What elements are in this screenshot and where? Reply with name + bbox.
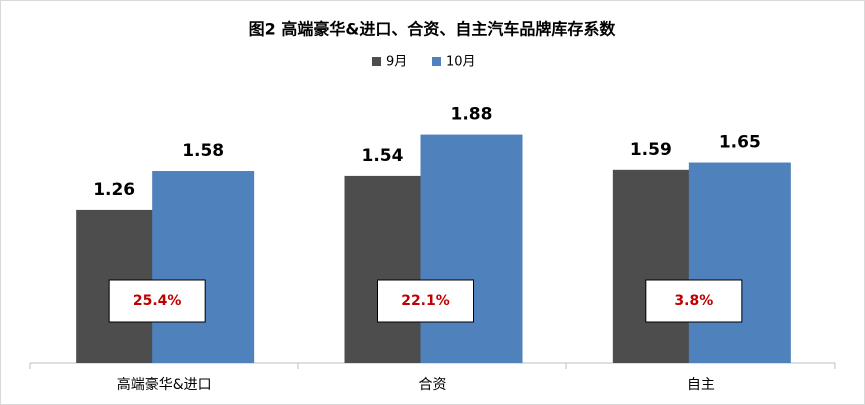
data-label: 1.58 — [182, 141, 224, 161]
annotation-box — [645, 279, 743, 323]
x-tick-label: 合资 — [419, 377, 447, 393]
annotation: 25.4% — [133, 293, 182, 309]
x-tick-label: 高端豪华&进口 — [117, 376, 212, 393]
data-label: 1.88 — [451, 105, 493, 125]
bar — [420, 134, 523, 363]
legend-swatch — [372, 57, 381, 66]
chart-title: 图2 高端豪华&进口、合资、自主汽车品牌库存系数 — [249, 20, 617, 39]
data-label: 1.59 — [630, 140, 672, 160]
legend-label: 9月 — [386, 55, 407, 70]
bar — [152, 171, 255, 363]
data-label: 1.54 — [362, 146, 404, 166]
x-tick-label: 自主 — [687, 377, 715, 393]
annotation-box — [108, 279, 206, 323]
annotation-box — [377, 279, 474, 323]
bar — [688, 162, 791, 363]
data-label: 1.26 — [93, 180, 135, 200]
data-label: 1.65 — [719, 133, 761, 153]
annotation: 3.8% — [674, 293, 713, 309]
annotation: 22.1% — [401, 293, 450, 309]
legend-label: 10月 — [446, 55, 476, 70]
legend-swatch — [432, 57, 441, 66]
